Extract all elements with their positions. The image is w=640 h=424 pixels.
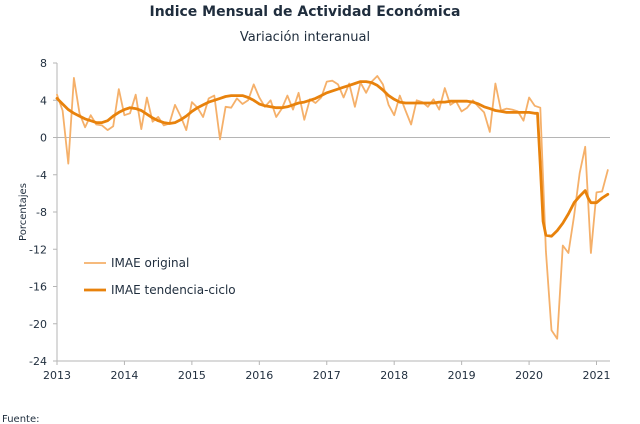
series-line-1 bbox=[56, 75, 609, 340]
y-tick-label: 0 bbox=[40, 132, 47, 145]
series-layer bbox=[55, 75, 610, 340]
y-tick-label: -4 bbox=[36, 169, 47, 182]
chart-subtitle: Variación interanual bbox=[239, 30, 371, 45]
series-line-2 bbox=[55, 80, 610, 238]
y-tick-label: -20 bbox=[29, 318, 47, 331]
legend-label: IMAE original bbox=[111, 256, 189, 270]
x-tick-label: 2019 bbox=[448, 369, 476, 382]
y-axis-label: Porcentajes bbox=[18, 183, 29, 241]
y-tick-label: -12 bbox=[29, 243, 47, 256]
x-tick-label: 2021 bbox=[583, 369, 611, 382]
legend: IMAE original IMAE tendencia-ciclo bbox=[84, 256, 236, 297]
y-tick-label: -16 bbox=[29, 281, 47, 294]
y-tick-label: 8 bbox=[40, 57, 47, 70]
y-tick-label: -24 bbox=[29, 355, 47, 368]
source-note: Fuente: bbox=[2, 414, 39, 424]
x-tick-label: 2020 bbox=[515, 369, 543, 382]
y-tick-label: -8 bbox=[36, 206, 47, 219]
x-tick-label: 2013 bbox=[43, 369, 71, 382]
x-tick-label: 2018 bbox=[380, 369, 408, 382]
x-tick-label: 2016 bbox=[245, 369, 273, 382]
y-tick-label: 4 bbox=[40, 94, 47, 107]
x-tick-label: 2017 bbox=[313, 369, 341, 382]
chart-title: Indice Mensual de Actividad Económica bbox=[149, 4, 461, 20]
x-tick-label: 2014 bbox=[110, 369, 138, 382]
x-tick-label: 2015 bbox=[178, 369, 206, 382]
legend-label: IMAE tendencia-ciclo bbox=[111, 283, 236, 297]
